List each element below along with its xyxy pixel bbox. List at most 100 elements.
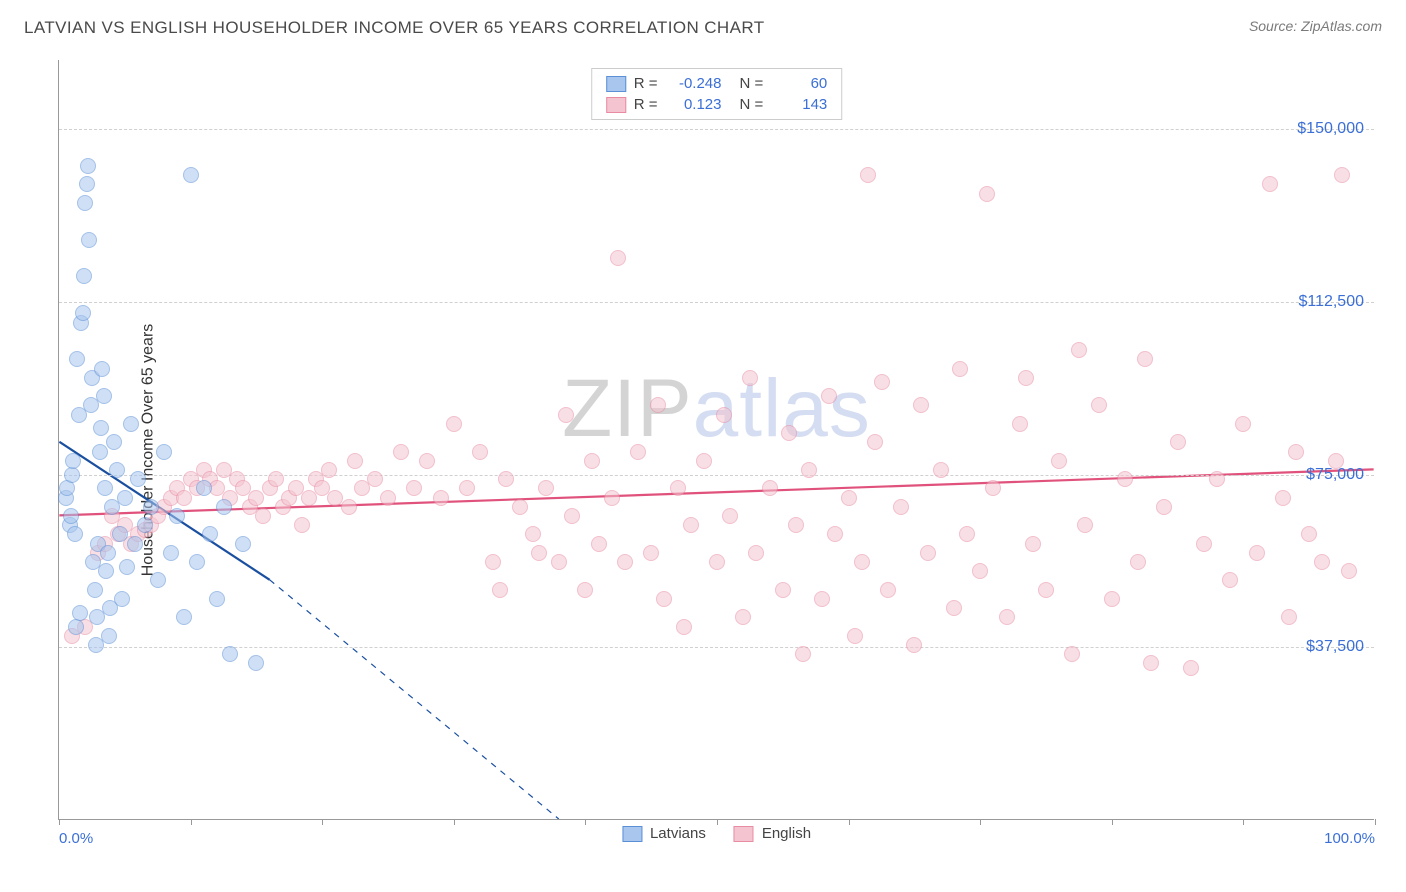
data-point-latvians	[79, 176, 95, 192]
legend-n-value: 143	[771, 96, 827, 113]
x-tick	[980, 819, 981, 825]
page-title: LATVIAN VS ENGLISH HOUSEHOLDER INCOME OV…	[24, 18, 765, 38]
x-tick-label: 0.0%	[59, 830, 93, 847]
data-point-english	[551, 554, 567, 570]
data-point-english	[656, 591, 672, 607]
chart-container: Householder Income Over 65 years ZIPatla…	[28, 50, 1388, 850]
x-tick	[717, 819, 718, 825]
y-tick-label: $150,000	[1297, 120, 1364, 138]
data-point-english	[821, 388, 837, 404]
data-point-english	[814, 591, 830, 607]
x-tick	[59, 819, 60, 825]
data-point-latvians	[196, 480, 212, 496]
data-point-english	[446, 416, 462, 432]
data-point-latvians	[130, 471, 146, 487]
data-point-latvians	[123, 416, 139, 432]
data-point-latvians	[63, 508, 79, 524]
data-point-english	[999, 609, 1015, 625]
data-point-english	[920, 545, 936, 561]
data-point-latvians	[93, 420, 109, 436]
data-point-english	[913, 397, 929, 413]
data-point-english	[433, 490, 449, 506]
data-point-english	[459, 480, 475, 496]
legend-correlation: R =-0.248N =60R =0.123N =143	[591, 68, 843, 120]
data-point-english	[1334, 167, 1350, 183]
legend-series: LatviansEnglish	[622, 825, 811, 842]
data-point-english	[1130, 554, 1146, 570]
x-tick	[1112, 819, 1113, 825]
x-tick	[1243, 819, 1244, 825]
data-point-english	[1091, 397, 1107, 413]
data-point-english	[1222, 572, 1238, 588]
data-point-english	[762, 480, 778, 496]
data-point-english	[268, 471, 284, 487]
data-point-english	[1012, 416, 1028, 432]
data-point-english	[1249, 545, 1265, 561]
data-point-english	[617, 554, 633, 570]
data-point-english	[604, 490, 620, 506]
data-point-latvians	[65, 453, 81, 469]
data-point-english	[985, 480, 1001, 496]
data-point-english	[643, 545, 659, 561]
data-point-english	[341, 499, 357, 515]
data-point-latvians	[209, 591, 225, 607]
legend-label: Latvians	[650, 825, 706, 842]
y-tick-label: $37,500	[1306, 638, 1364, 656]
data-point-english	[709, 554, 725, 570]
data-point-english	[781, 425, 797, 441]
data-point-latvians	[72, 605, 88, 621]
data-point-latvians	[81, 232, 97, 248]
data-point-english	[492, 582, 508, 598]
data-point-english	[979, 186, 995, 202]
data-point-english	[525, 526, 541, 542]
data-point-english	[610, 250, 626, 266]
data-point-latvians	[202, 526, 218, 542]
legend-swatch	[606, 97, 626, 113]
data-point-english	[1301, 526, 1317, 542]
gridline	[59, 129, 1374, 130]
data-point-english	[854, 554, 870, 570]
data-point-english	[650, 397, 666, 413]
legend-swatch	[606, 76, 626, 92]
data-point-english	[1143, 655, 1159, 671]
data-point-english	[676, 619, 692, 635]
data-point-english	[959, 526, 975, 542]
data-point-english	[347, 453, 363, 469]
data-point-english	[498, 471, 514, 487]
data-point-english	[255, 508, 271, 524]
data-point-english	[393, 444, 409, 460]
data-point-english	[584, 453, 600, 469]
data-point-latvians	[156, 444, 172, 460]
gridline	[59, 647, 1374, 648]
legend-r-label: R =	[634, 96, 658, 113]
data-point-latvians	[119, 559, 135, 575]
data-point-english	[775, 582, 791, 598]
data-point-english	[591, 536, 607, 552]
legend-r-value: 0.123	[666, 96, 722, 113]
data-point-latvians	[248, 655, 264, 671]
data-point-english	[1117, 471, 1133, 487]
data-point-english	[630, 444, 646, 460]
gridline	[59, 302, 1374, 303]
data-point-latvians	[169, 508, 185, 524]
data-point-english	[801, 462, 817, 478]
data-point-english	[1064, 646, 1080, 662]
data-point-english	[874, 374, 890, 390]
data-point-latvians	[189, 554, 205, 570]
data-point-latvians	[183, 167, 199, 183]
data-point-english	[1104, 591, 1120, 607]
data-point-english	[406, 480, 422, 496]
legend-n-value: 60	[771, 75, 827, 92]
data-point-english	[696, 453, 712, 469]
data-point-english	[683, 517, 699, 533]
data-point-english	[1275, 490, 1291, 506]
data-point-latvians	[92, 444, 108, 460]
data-point-english	[538, 480, 554, 496]
data-point-english	[1077, 517, 1093, 533]
data-point-english	[1071, 342, 1087, 358]
data-point-english	[735, 609, 751, 625]
data-point-english	[1018, 370, 1034, 386]
data-point-latvians	[143, 499, 159, 515]
x-tick	[1375, 819, 1376, 825]
data-point-english	[1183, 660, 1199, 676]
